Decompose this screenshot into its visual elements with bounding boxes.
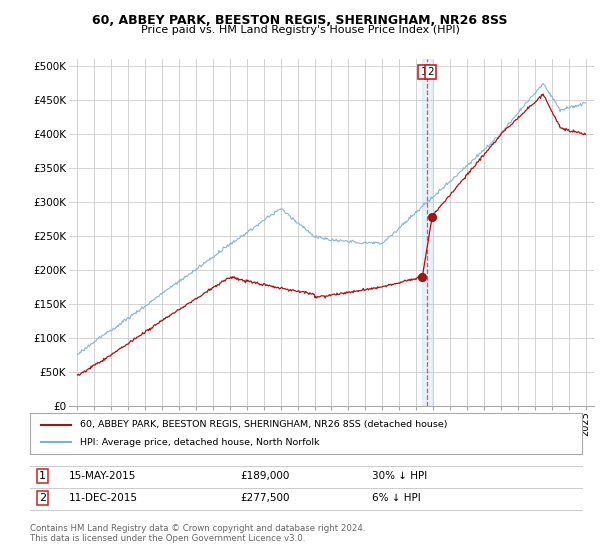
Text: 15-MAY-2015: 15-MAY-2015 <box>69 471 136 481</box>
Text: £189,000: £189,000 <box>240 471 289 481</box>
Text: 6% ↓ HPI: 6% ↓ HPI <box>372 493 421 503</box>
Text: 30% ↓ HPI: 30% ↓ HPI <box>372 471 427 481</box>
Text: 1: 1 <box>421 67 427 77</box>
Text: 11-DEC-2015: 11-DEC-2015 <box>69 493 138 503</box>
Text: 2: 2 <box>427 67 434 77</box>
Text: HPI: Average price, detached house, North Norfolk: HPI: Average price, detached house, Nort… <box>80 438 319 447</box>
Text: Contains HM Land Registry data © Crown copyright and database right 2024.
This d: Contains HM Land Registry data © Crown c… <box>30 524 365 543</box>
Text: 60, ABBEY PARK, BEESTON REGIS, SHERINGHAM, NR26 8SS (detached house): 60, ABBEY PARK, BEESTON REGIS, SHERINGHA… <box>80 420 447 429</box>
Text: 2: 2 <box>39 493 46 503</box>
Text: 60, ABBEY PARK, BEESTON REGIS, SHERINGHAM, NR26 8SS: 60, ABBEY PARK, BEESTON REGIS, SHERINGHA… <box>92 14 508 27</box>
Text: £277,500: £277,500 <box>240 493 290 503</box>
Bar <box>422 59 432 406</box>
Text: 1: 1 <box>39 471 46 481</box>
Text: Price paid vs. HM Land Registry's House Price Index (HPI): Price paid vs. HM Land Registry's House … <box>140 25 460 35</box>
